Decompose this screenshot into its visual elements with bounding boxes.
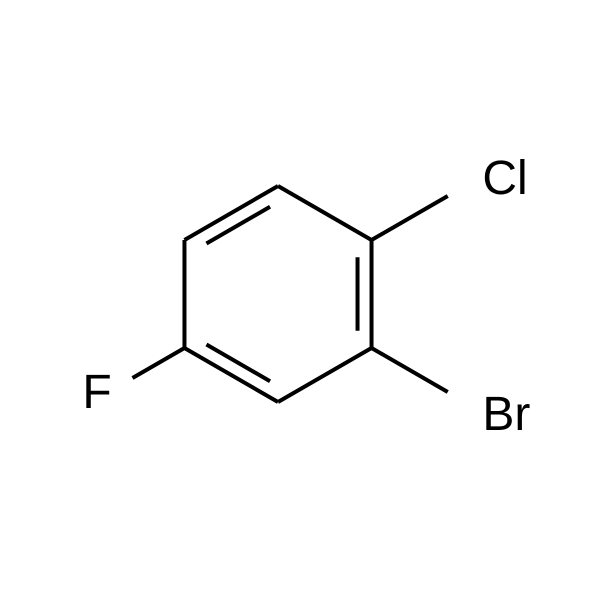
- ring-bond: [184, 348, 278, 402]
- chlorine-label: Cl: [482, 152, 527, 205]
- fluorine-label: F: [82, 366, 111, 419]
- chlorine-bond: [372, 196, 448, 240]
- ring-bond: [184, 186, 278, 240]
- ring-double-bond: [206, 207, 270, 244]
- fluorine-bond: [133, 348, 185, 378]
- ring-double-bond: [206, 345, 270, 382]
- ring-bond: [278, 186, 372, 240]
- ring-bond: [278, 348, 372, 402]
- bromine-label: Br: [482, 388, 530, 441]
- molecule-diagram: Cl Br F: [0, 0, 600, 600]
- bromine-bond: [372, 348, 448, 392]
